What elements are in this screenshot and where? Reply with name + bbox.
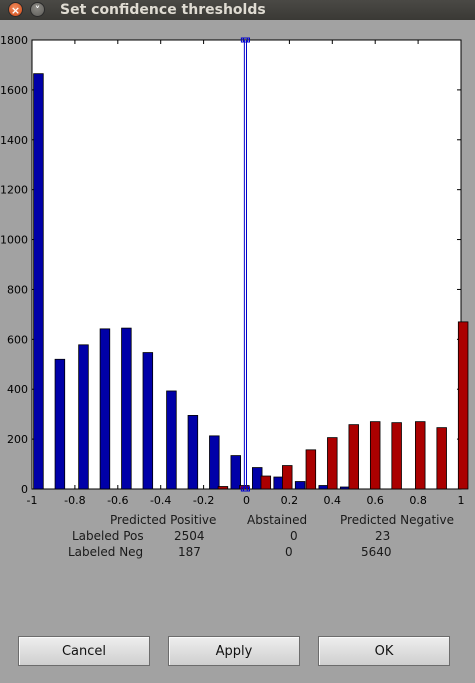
y-tick-label: 600	[7, 333, 28, 346]
cell-pos-predicted-negative: 23	[375, 529, 391, 543]
x-tick-label: 0.6	[366, 494, 384, 507]
bar-negative	[348, 424, 359, 490]
cell-pos-predicted-positive: 2504	[174, 529, 205, 543]
apply-button[interactable]: Apply	[168, 636, 300, 666]
x-tick-label: -1	[27, 494, 38, 507]
y-tick-label: 800	[7, 283, 28, 296]
header-predicted-positive: Predicted Positive	[110, 513, 217, 527]
bar-positive	[187, 415, 199, 490]
bar-positive	[121, 327, 132, 490]
minimize-icon[interactable]: ˅	[30, 2, 45, 17]
bar-negative	[282, 465, 293, 490]
y-tick-label: 0	[21, 483, 28, 496]
cell-neg-predicted-negative: 5640	[361, 545, 392, 559]
x-tick-label: -0.2	[193, 494, 214, 507]
bar-positive	[99, 328, 111, 490]
bar-negative	[391, 422, 402, 490]
bar-negative	[327, 437, 338, 490]
threshold-handle-top[interactable]	[243, 37, 250, 43]
y-tick-label: 1600	[0, 84, 28, 97]
close-icon[interactable]: ×	[8, 2, 23, 17]
header-abstained: Abstained	[247, 513, 308, 527]
header-predicted-negative: Predicted Negative	[340, 513, 454, 527]
cell-pos-abstained: 0	[290, 529, 298, 543]
bar-positive	[294, 481, 306, 490]
bar-negative	[260, 475, 272, 490]
x-tick-label: 1	[458, 494, 465, 507]
bar-negative	[457, 321, 469, 490]
bar-positive	[166, 390, 177, 490]
x-tick-label: -0.8	[64, 494, 85, 507]
bar-negative	[436, 427, 447, 490]
title-bar: × ˅ Set confidence thresholds	[0, 0, 475, 20]
bar-negative	[217, 486, 229, 490]
y-tick-label: 400	[7, 383, 28, 396]
row-label-labeled-pos: Labeled Pos	[72, 529, 144, 543]
bar-positive	[78, 344, 89, 490]
bar-positive	[142, 352, 154, 490]
ok-button[interactable]: OK	[318, 636, 450, 666]
x-tick-label: -0.4	[150, 494, 171, 507]
x-tick-label: -0.6	[107, 494, 128, 507]
x-tick-label: 0	[243, 494, 250, 507]
y-tick-label: 1000	[0, 234, 28, 247]
bar-negative	[369, 421, 381, 490]
y-tick-label: 200	[7, 433, 28, 446]
cell-neg-abstained: 0	[285, 545, 293, 559]
y-tick-label: 1800	[0, 34, 28, 47]
bar-positive	[54, 358, 66, 490]
y-tick-label: 1400	[0, 134, 28, 147]
row-label-labeled-neg: Labeled Neg	[68, 545, 144, 559]
bar-negative	[415, 421, 426, 490]
x-tick-label: 0.4	[324, 494, 342, 507]
cell-neg-predicted-positive: 187	[178, 545, 201, 559]
cancel-button[interactable]: Cancel	[18, 636, 150, 666]
window-title: Set confidence thresholds	[60, 2, 266, 18]
bar-positive	[230, 455, 242, 490]
bar-negative	[305, 449, 317, 490]
x-tick-label: 0.2	[281, 494, 299, 507]
histogram-chart[interactable]: 0 200 400 600 800 1000 1200 1400 1600 1800 -1 -0.8 -…	[0, 20, 475, 510]
threshold-handle-bottom[interactable]	[243, 486, 250, 492]
stats-table: Predicted Positive Abstained Predicted N…	[0, 510, 475, 570]
bar-positive	[209, 435, 220, 490]
x-tick-label: 0.8	[409, 494, 427, 507]
bar-positive	[33, 73, 44, 490]
y-tick-label: 1200	[0, 184, 28, 197]
